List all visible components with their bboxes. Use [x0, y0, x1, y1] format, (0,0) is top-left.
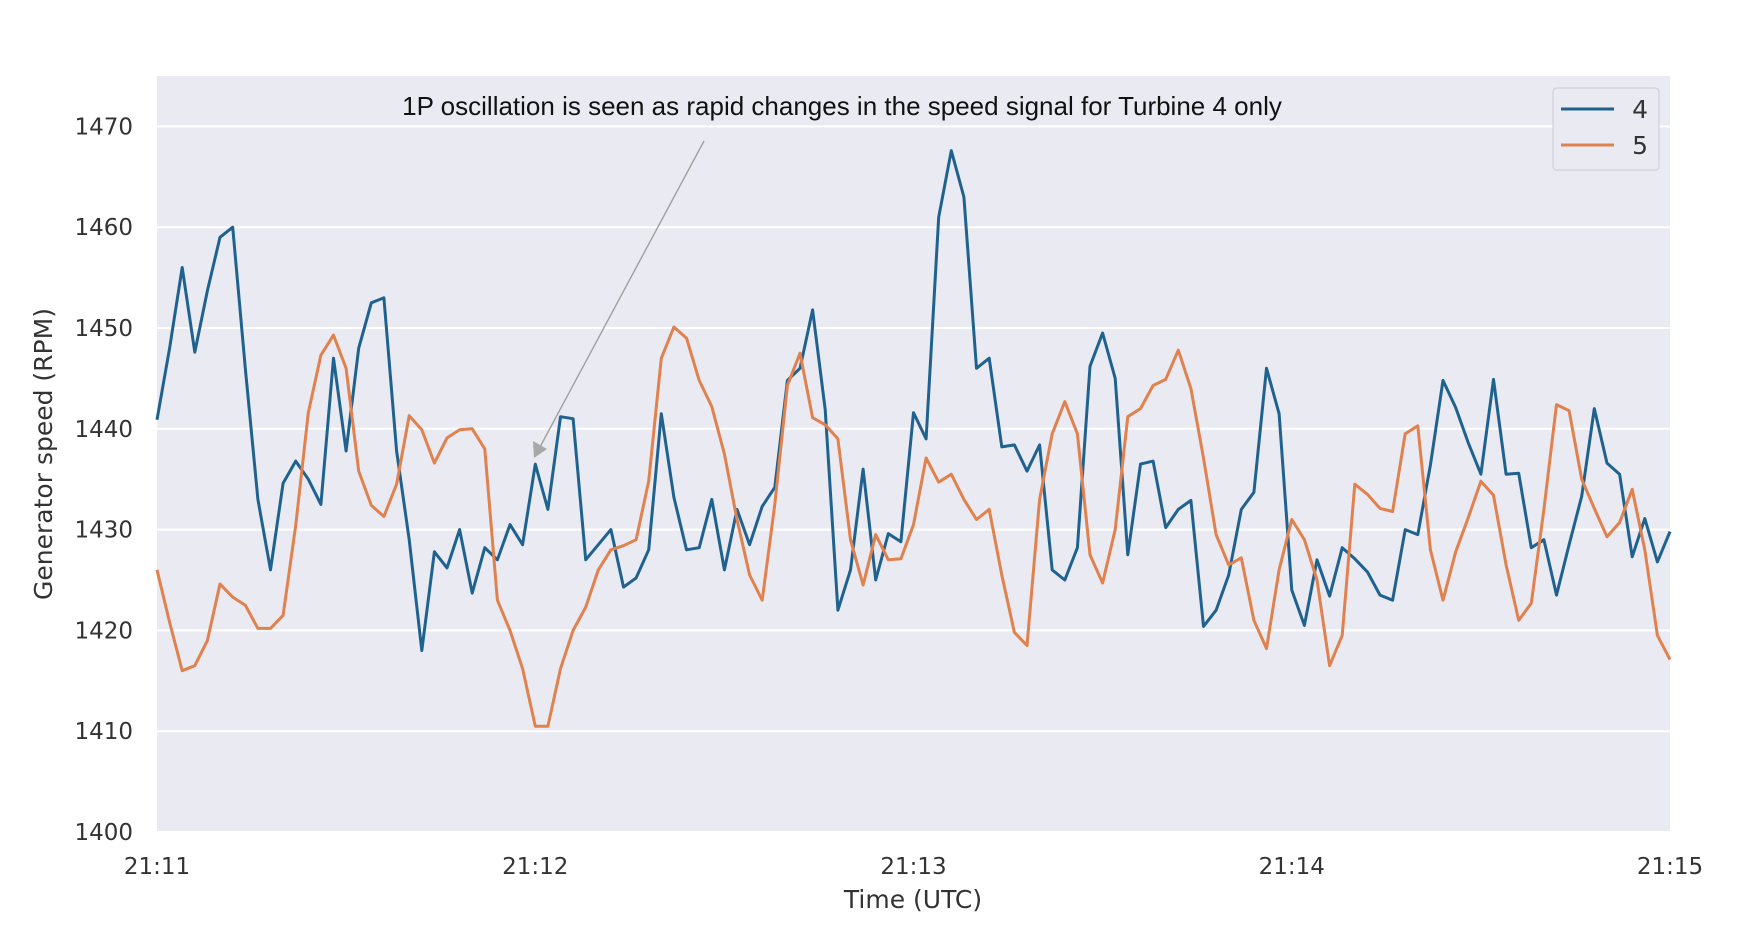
x-tick-label: 21:13: [880, 854, 946, 880]
y-tick-label: 1420: [74, 618, 133, 644]
x-tick-labels: 21:11 21:12 21:13 21:14 21:15: [124, 854, 1703, 880]
legend-label-5: 5: [1632, 131, 1648, 160]
x-tick-label: 21:11: [124, 854, 190, 880]
y-tick-label: 1400: [74, 820, 133, 846]
annotation-text: 1P oscillation is seen as rapid changes …: [402, 91, 1282, 121]
legend: 4 5: [1552, 87, 1660, 171]
series-lines: [155, 149, 1672, 728]
series-line-5: [155, 325, 1672, 728]
x-axis-label: Time (UTC): [843, 885, 982, 914]
y-tick-label: 1430: [74, 518, 133, 544]
annotation-arrow-line: [539, 140, 705, 448]
legend-label-4: 4: [1632, 95, 1648, 124]
y-tick-label: 1470: [74, 114, 133, 140]
y-tick-label: 1450: [74, 316, 133, 342]
y-tick-label: 1460: [74, 215, 133, 241]
annotation: 1P oscillation is seen as rapid changes …: [402, 91, 1282, 458]
x-tick-label: 21:15: [1637, 854, 1703, 880]
y-tick-label: 1440: [74, 417, 133, 443]
x-tick-label: 21:14: [1259, 854, 1325, 880]
y-axis-label: Generator speed (RPM): [29, 308, 58, 600]
y-tick-labels: 1400 1410 1420 1430 1440 1450 1460 1470: [74, 114, 133, 846]
plot-area: [157, 76, 1670, 832]
y-tick-label: 1410: [74, 719, 133, 745]
series-line-4: [155, 149, 1672, 653]
x-tick-label: 21:12: [502, 854, 568, 880]
annotation-arrowhead-icon: [533, 441, 547, 458]
